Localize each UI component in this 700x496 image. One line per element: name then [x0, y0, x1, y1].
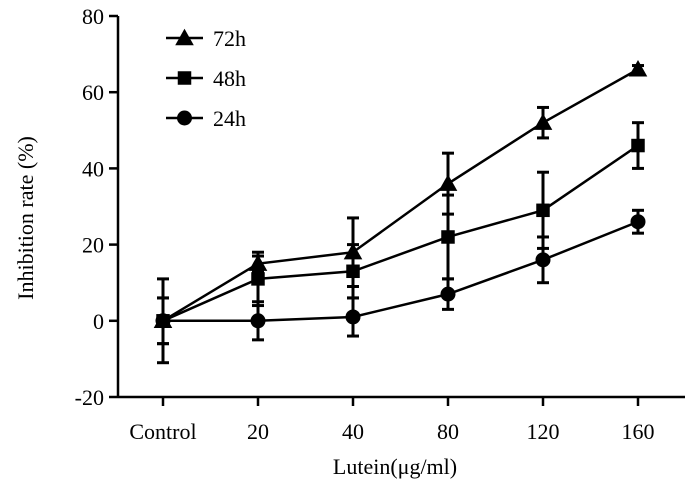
series-24h	[155, 208, 646, 365]
marker-circle	[250, 313, 266, 329]
marker-square	[346, 264, 360, 279]
series-line	[162, 144, 639, 322]
marker-square	[631, 138, 645, 153]
y-axis-label: Inhibition rate (%)	[13, 136, 38, 300]
x-tick-label: 120	[527, 419, 560, 444]
x-tick-label: 40	[342, 419, 364, 444]
x-tick-label: Control	[129, 419, 196, 444]
y-tick-label: 40	[82, 156, 104, 181]
legend-label: 48h	[213, 66, 246, 91]
legend-label: 24h	[213, 106, 246, 131]
series-line	[162, 68, 639, 322]
y-tick-label: -20	[75, 385, 104, 410]
y-tick-label: 20	[82, 233, 104, 258]
legend-item-24h: 24h	[166, 106, 246, 131]
marker-square	[441, 230, 455, 244]
legend-item-48h: 48h	[166, 66, 246, 91]
legend-label: 72h	[213, 26, 246, 51]
marker-triangle	[438, 174, 458, 191]
x-axis-label: Lutein(μg/ml)	[333, 454, 457, 479]
x-tick-label: 20	[247, 419, 269, 444]
marker-circle	[155, 313, 171, 329]
marker-circle	[440, 286, 456, 302]
y-tick-label: 60	[82, 80, 104, 105]
marker-triangle	[628, 60, 648, 77]
marker-triangle	[175, 28, 194, 46]
y-tick-label: 0	[93, 309, 104, 334]
series-48h	[156, 121, 645, 346]
marker-triangle	[533, 113, 553, 130]
marker-circle	[630, 214, 646, 230]
y-tick-label: 80	[82, 4, 104, 29]
marker-circle	[535, 252, 551, 268]
marker-square	[251, 272, 265, 286]
marker-circle	[177, 110, 192, 126]
axes: -20 0 20 40 60 80 Control 20 40 80 120 160	[75, 4, 685, 444]
marker-square	[536, 203, 550, 218]
series-layer	[153, 60, 648, 365]
x-tick-label: 160	[622, 419, 655, 444]
x-tick-label: 80	[437, 419, 459, 444]
series-72h	[153, 60, 648, 346]
marker-square	[177, 71, 192, 85]
marker-circle	[345, 309, 361, 325]
series-line	[163, 220, 639, 323]
legend-item-72h: 72h	[166, 26, 246, 51]
legend: 72h 48h 24h	[166, 26, 246, 131]
